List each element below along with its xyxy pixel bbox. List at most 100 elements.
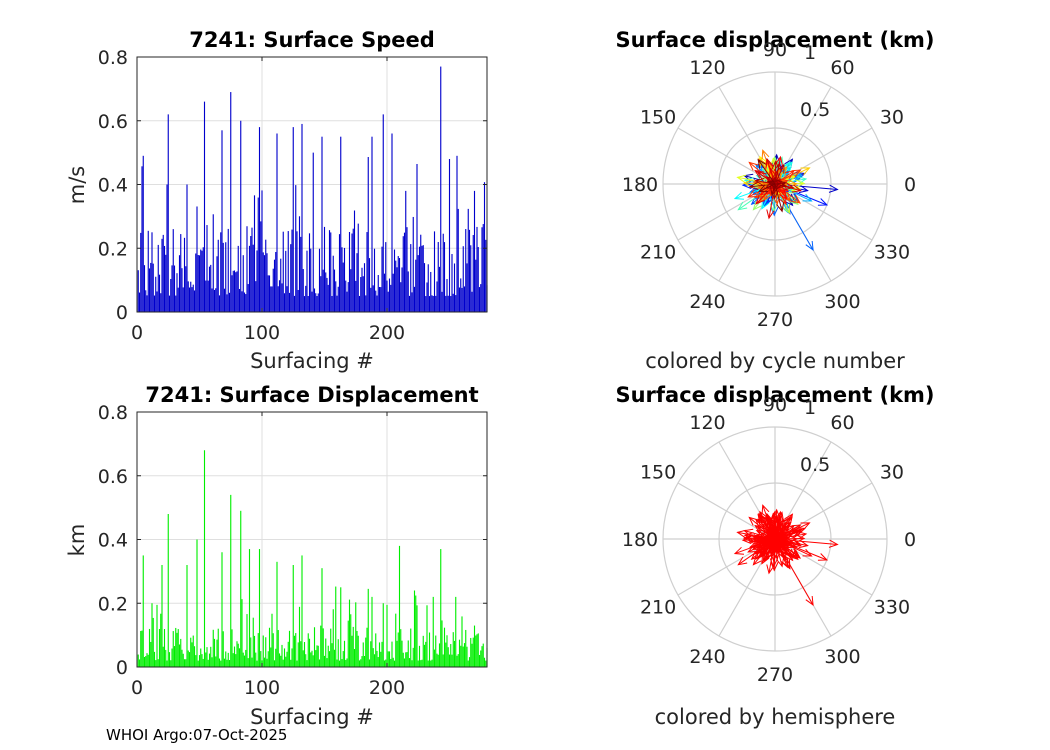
bar: [198, 255, 201, 312]
bar: [461, 616, 463, 667]
arrow-head: [748, 536, 759, 546]
bar: [221, 130, 223, 312]
polar-radius-label: 1: [804, 42, 816, 64]
bar: [452, 632, 454, 667]
bar: [151, 603, 153, 667]
arrow-head: [795, 179, 806, 188]
bar: [231, 275, 233, 312]
polar-hemisphere-title: Surface displacement (km): [615, 383, 934, 407]
bar: [256, 250, 258, 312]
bar: [175, 295, 177, 312]
bar: [160, 613, 162, 667]
bar: [256, 660, 258, 667]
bar: [285, 250, 287, 312]
bar: [421, 245, 423, 312]
bar: [238, 288, 241, 312]
bar: [412, 647, 414, 667]
bar: [403, 232, 406, 312]
bar: [335, 281, 337, 312]
bar: [383, 273, 386, 312]
bar: [290, 244, 292, 312]
bar: [225, 651, 227, 667]
arrow-head: [771, 181, 780, 192]
bar: [431, 659, 433, 667]
arrow-shaft: [774, 182, 786, 185]
bar: [367, 157, 369, 312]
bar: [287, 641, 289, 667]
bar: [297, 642, 299, 667]
bar: [340, 587, 342, 667]
arrow-head: [817, 553, 829, 561]
bar: [363, 656, 366, 667]
bar: [188, 287, 191, 312]
bar: [247, 658, 249, 667]
bar: [147, 654, 149, 667]
bar: [452, 293, 454, 312]
bar: [246, 614, 248, 667]
bar: [336, 295, 338, 312]
polar-angle-label: 30: [880, 462, 904, 484]
bar: [140, 232, 142, 312]
bar: [418, 246, 421, 312]
polar-angle-label: 0: [904, 529, 916, 551]
bar: [380, 651, 382, 667]
bar: [248, 549, 251, 667]
bar: [421, 659, 423, 667]
bar: [216, 256, 218, 312]
bar: [333, 649, 336, 667]
bar: [255, 281, 257, 312]
polar-angle-label: 240: [689, 291, 725, 313]
bar: [378, 286, 381, 312]
bar: [277, 630, 279, 667]
bar: [245, 649, 247, 667]
bar: [286, 286, 288, 312]
arrow-head: [802, 193, 813, 202]
bar: [341, 247, 343, 312]
bar: [226, 294, 228, 312]
bar: [143, 656, 146, 667]
polar-angle-label: 120: [689, 412, 725, 434]
bar: [450, 296, 452, 312]
bar: [142, 555, 144, 667]
polar-angle-label: 270: [757, 664, 793, 686]
arrow-head: [755, 550, 765, 560]
bar: [227, 228, 229, 312]
arrow-shaft: [758, 538, 776, 547]
bar: [462, 246, 464, 312]
bar: [366, 627, 368, 667]
bar: [346, 658, 348, 667]
bar: [267, 651, 269, 667]
arrow-head: [798, 540, 809, 549]
bar: [445, 295, 447, 312]
bar: [270, 647, 272, 667]
bar: [468, 657, 471, 667]
bar: [387, 651, 389, 667]
bar: [361, 656, 363, 667]
bar: [468, 229, 471, 312]
arrow-head: [789, 550, 799, 561]
arrow-head: [733, 191, 745, 200]
bar: [206, 225, 208, 312]
arrow-head: [754, 544, 765, 554]
bar: [276, 133, 278, 312]
bar: [147, 230, 149, 312]
bar: [176, 632, 178, 667]
bar: [152, 617, 154, 667]
bar: [230, 92, 232, 312]
bar: [343, 247, 346, 312]
polar-angle-label: 240: [689, 646, 725, 668]
bar: [316, 296, 318, 312]
bar: [412, 216, 414, 312]
bar: [181, 649, 183, 667]
bar: [161, 565, 163, 667]
bar: [473, 625, 476, 667]
bar: [323, 655, 326, 667]
bar: [141, 166, 143, 312]
bar: [446, 635, 448, 667]
bar: [483, 182, 486, 312]
polar-displacement-hemisphere-chart: Surface displacement (km) colored by hem…: [615, 383, 934, 729]
polar-angle-label: 30: [880, 107, 904, 129]
bar: [475, 259, 477, 312]
bar: [451, 654, 453, 667]
